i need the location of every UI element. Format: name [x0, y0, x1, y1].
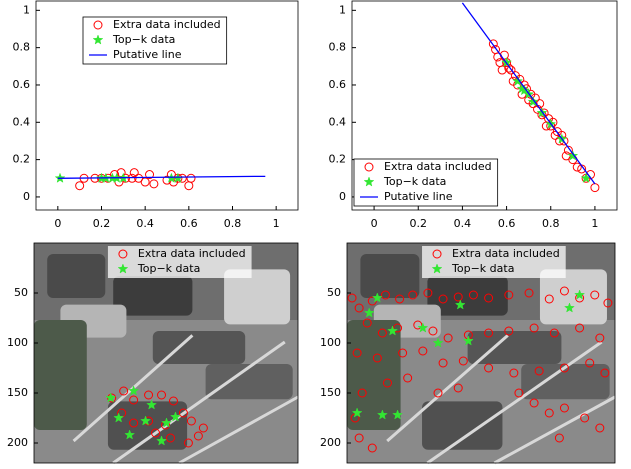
data-point [185, 182, 193, 190]
photo-object [47, 254, 105, 298]
y-tick-label: 50 [14, 286, 28, 299]
legend-label: Top−k data [112, 33, 175, 46]
page: 0 0.2 0.4 0.6 0.8 1 0 0.2 0.4 0.6 0.8 1 Extra data i… [0, 0, 631, 469]
y-tick-label: 0.4 [329, 115, 347, 128]
y-tick-label: 200 [320, 436, 341, 449]
x-tick-label: 1 [591, 217, 598, 230]
data-point [591, 184, 599, 192]
panel: 50 100 150 200 Extra data included Top−k data [320, 243, 615, 463]
legend: Extra data included Top−k data Putative li… [83, 17, 227, 64]
y-tick-label: 0.2 [329, 153, 347, 166]
data-point [76, 182, 84, 190]
x-tick-label: 0 [371, 217, 378, 230]
figure: 0 0.2 0.4 0.6 0.8 1 0 0.2 0.4 0.6 0.8 1 Extra data i… [0, 0, 631, 469]
panel: 50 100 150 200 Extra data included Top−k data [7, 243, 298, 463]
y-tick-label: 0 [339, 190, 346, 203]
y-tick-label: 100 [7, 336, 28, 349]
y-tick-label: 0 [23, 190, 30, 203]
plot-area [55, 169, 265, 190]
legend-label: Top−k data [383, 175, 446, 188]
x-tick-label: 0.6 [498, 217, 516, 230]
legend: Extra data included Top−k data Putative li… [354, 159, 498, 206]
x-tick-label: 0.8 [224, 217, 242, 230]
photo-object [34, 320, 87, 430]
x-tick-label: 0.4 [454, 217, 472, 230]
y-tick-label: 1 [339, 3, 346, 16]
y-tick-label: 0.8 [329, 41, 347, 54]
x-tick-label: 0 [54, 217, 61, 230]
fit-line [58, 176, 265, 178]
y-tick-label: 0.8 [13, 41, 31, 54]
y-tick-label: 100 [320, 336, 341, 349]
x-tick-label: 0.2 [93, 217, 111, 230]
y-tick-label: 0.6 [13, 78, 31, 91]
panel: 0 0.2 0.4 0.6 0.8 1 0 0.2 0.4 0.6 0.8 1 Extra data i… [13, 1, 299, 230]
photo-object [422, 401, 502, 449]
legend-label: Top−k data [137, 262, 200, 275]
legend-label: Extra data included [113, 18, 221, 31]
y-tick-label: 0.4 [13, 115, 31, 128]
y-tick-label: 0.6 [329, 78, 347, 91]
y-tick-label: 150 [320, 386, 341, 399]
legend-label: Putative line [113, 48, 182, 61]
x-tick-label: 0.6 [180, 217, 198, 230]
legend-label: Extra data included [138, 247, 246, 260]
photo-object [206, 364, 293, 399]
y-tick-label: 150 [7, 386, 28, 399]
y-tick-label: 50 [327, 286, 341, 299]
legend: Extra data included Top−k data [108, 246, 252, 278]
photo-object [108, 401, 187, 449]
data-point [141, 178, 149, 186]
legend-label: Extra data included [384, 160, 492, 173]
panel: 0 0.2 0.4 0.6 0.8 1 0 0.2 0.4 0.6 0.8 1 Extra data i… [329, 1, 618, 230]
x-tick-label: 0.8 [542, 217, 560, 230]
photo-object [521, 364, 609, 399]
fit-line [462, 3, 595, 184]
y-tick-label: 200 [7, 436, 28, 449]
data-point [150, 180, 158, 188]
legend-label: Putative line [384, 190, 453, 203]
x-tick-label: 0.4 [136, 217, 154, 230]
y-tick-label: 0.2 [13, 153, 31, 166]
data-point [187, 174, 195, 182]
legend-label: Top−k data [451, 262, 514, 275]
x-tick-label: 0.2 [410, 217, 428, 230]
y-tick-label: 1 [23, 3, 30, 16]
x-tick-label: 1 [273, 217, 280, 230]
legend: Extra data included Top−k data [422, 246, 566, 278]
legend-label: Extra data included [452, 247, 560, 260]
